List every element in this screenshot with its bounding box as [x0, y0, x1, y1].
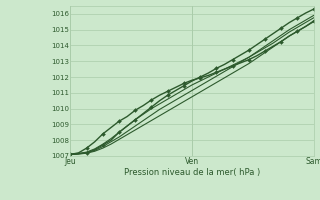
- X-axis label: Pression niveau de la mer( hPa ): Pression niveau de la mer( hPa ): [124, 168, 260, 177]
